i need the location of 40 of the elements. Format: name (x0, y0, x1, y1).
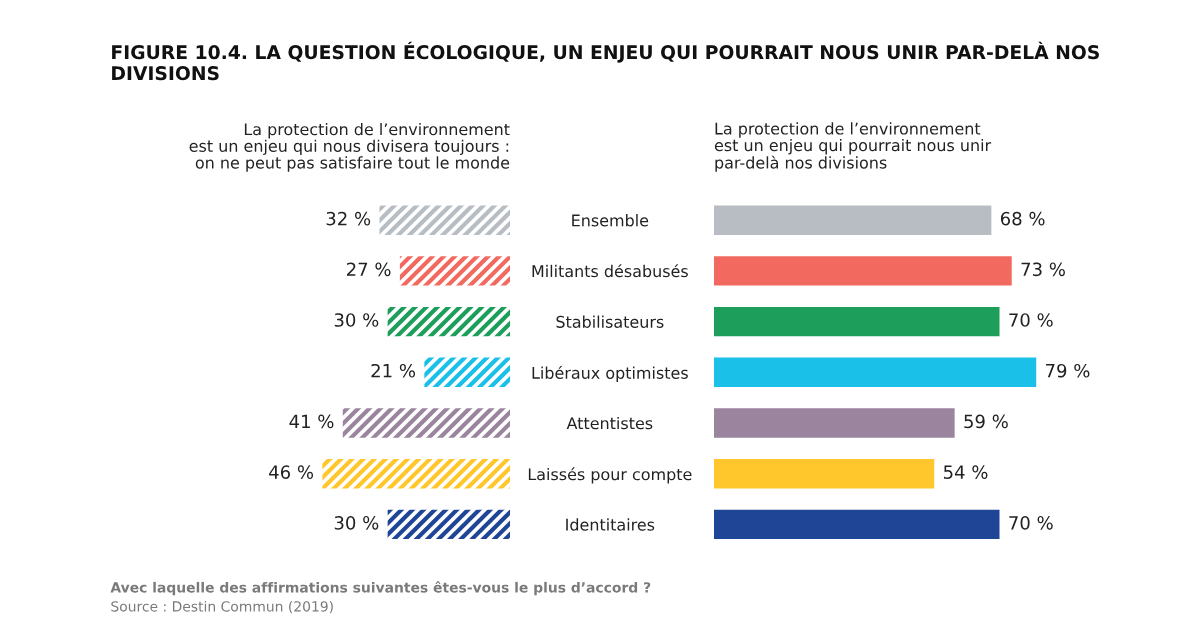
data-label: 30 % (334, 313, 379, 327)
text: Avec laquelle des affirmations suivantes êtes-vous le plus d’accord ? (110, 581, 651, 596)
bar (714, 509, 1000, 540)
data-label: 73 % (1021, 262, 1065, 277)
y-tick-label: Ensemble (572, 214, 649, 227)
data-label: 27 % (346, 262, 391, 277)
y-tick-label: Militants désabusés (532, 264, 688, 278)
data-label: 21 % (371, 363, 416, 378)
bar (399, 256, 510, 286)
data-label: 70 % (1009, 313, 1053, 327)
data-label: 79 % (1046, 363, 1090, 378)
data-label: 46 % (269, 465, 314, 479)
bar (714, 408, 955, 438)
bar (714, 357, 1037, 387)
data-label: 70 % (1009, 515, 1053, 530)
bar (379, 205, 510, 235)
source-note: Source : Destin Commun (2019) (111, 600, 333, 614)
y-tick-label: Laissés pour compte (528, 467, 692, 484)
data-label: 32 % (326, 211, 371, 226)
data-label: 41 % (289, 414, 334, 429)
bar (424, 357, 510, 387)
data-label: 30 % (334, 515, 379, 530)
bar (342, 408, 510, 438)
data-label: 68 % (1000, 211, 1045, 226)
chart-title: FIGURE 10.4. LA QUESTION ÉCOLOGIQUE, UN ENJEU QUI POURRAIT NOUS UNIR PAR-DELÀ NOS DIVISIONS (112, 41, 1099, 81)
data-label: 59 % (964, 414, 1008, 429)
bar (387, 306, 510, 337)
bar (714, 306, 1000, 337)
chart-subtitle: La protection de l’environnement est un enjeu qui pourrait nous unir par-delà nos divisions (714, 122, 992, 172)
y-tick-label: Stabilisateurs (556, 315, 664, 328)
bar (714, 459, 935, 489)
y-tick-label: Identitaires (566, 518, 655, 531)
data-label: 54 % (943, 465, 988, 479)
y-tick-label: Attentistes (566, 416, 653, 430)
y-tick-label: Libéraux optimistes (532, 365, 688, 383)
bar (714, 256, 1012, 286)
chart-subtitle: La protection de l’environnement est un enjeu qui nous divisera toujours : on ne peut pas satisfaire tout le monde (189, 122, 510, 172)
bar (322, 459, 510, 489)
bar (714, 205, 992, 235)
bar (387, 509, 510, 540)
